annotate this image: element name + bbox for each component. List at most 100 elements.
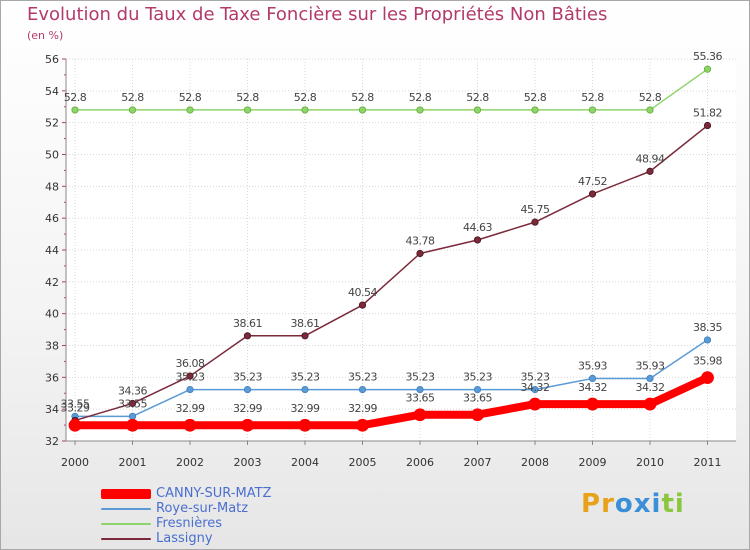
y-tick-label: 50 bbox=[45, 149, 59, 162]
y-tick-label: 52 bbox=[45, 117, 59, 130]
data-point-roye bbox=[128, 412, 137, 420]
data-label-lassigny: 43.78 bbox=[406, 235, 435, 248]
logo-letter: o bbox=[614, 489, 634, 519]
data-point-lassigny bbox=[186, 372, 194, 380]
data-point-lassigny bbox=[128, 399, 137, 408]
y-tick-label: 36 bbox=[45, 371, 59, 384]
data-label-lassigny: 40.54 bbox=[348, 286, 377, 299]
y-tick-label: 48 bbox=[45, 180, 59, 193]
series-line-lassigny bbox=[74, 124, 709, 422]
x-tick-label: 2003 bbox=[234, 456, 262, 469]
data-point-fresnieres bbox=[473, 106, 482, 114]
data-label-fresnieres: 52.8 bbox=[581, 91, 604, 104]
data-point-roye bbox=[473, 385, 482, 394]
chart-title: Evolution du Taux de Taxe Foncière sur l… bbox=[27, 4, 608, 25]
x-tick-label: 2004 bbox=[291, 456, 319, 469]
legend-swatch-lassigny bbox=[101, 537, 151, 540]
data-label-roye: 35.23 bbox=[348, 371, 377, 384]
proxiti-logo: Proxiti bbox=[581, 489, 685, 519]
data-point-roye bbox=[531, 385, 539, 394]
data-label-roye: 35.93 bbox=[636, 359, 665, 372]
data-label-canny: 35.98 bbox=[693, 355, 722, 368]
y-axis-unit-label: (en %) bbox=[27, 29, 64, 42]
y-tick-label: 32 bbox=[45, 435, 59, 448]
data-label-lassigny: 33.29 bbox=[61, 401, 90, 414]
legend-swatch-canny bbox=[101, 488, 151, 499]
data-label-lassigny: 48.94 bbox=[636, 152, 665, 165]
x-tick-label: 2002 bbox=[176, 456, 204, 469]
data-point-canny bbox=[298, 418, 312, 432]
data-label-canny: 32.99 bbox=[176, 402, 205, 415]
data-label-roye: 38.35 bbox=[693, 321, 722, 334]
x-tick-label: 2011 bbox=[694, 456, 722, 469]
data-point-roye bbox=[186, 385, 194, 394]
logo-letter: i bbox=[674, 489, 685, 519]
series-line-fresnieres bbox=[74, 68, 709, 111]
data-point-lassigny bbox=[243, 332, 252, 340]
logo-letter: t bbox=[661, 489, 675, 519]
data-label-fresnieres: 52.8 bbox=[179, 91, 202, 104]
data-point-roye bbox=[416, 385, 424, 394]
legend-item-lassigny: Lassigny bbox=[101, 531, 213, 546]
y-tick-label: 56 bbox=[45, 53, 59, 66]
data-point-canny bbox=[241, 418, 254, 432]
data-point-canny bbox=[643, 397, 657, 411]
data-label-canny: 32.99 bbox=[233, 402, 262, 415]
legend-label-fresnieres: Fresnières bbox=[156, 516, 223, 531]
x-tick-label: 2006 bbox=[406, 456, 434, 469]
data-point-roye bbox=[646, 374, 654, 383]
data-point-lassigny bbox=[646, 167, 654, 175]
x-tick-label: 2010 bbox=[636, 456, 664, 469]
data-point-lassigny bbox=[301, 332, 309, 340]
data-point-fresnieres bbox=[128, 106, 137, 114]
x-tick-label: 2009 bbox=[579, 456, 607, 469]
x-tick-label: 2005 bbox=[349, 456, 377, 469]
data-label-lassigny: 38.61 bbox=[291, 317, 320, 330]
y-tick-label: 40 bbox=[45, 308, 59, 321]
data-point-canny bbox=[68, 418, 82, 432]
legend-swatch-roye bbox=[101, 507, 151, 510]
data-point-fresnieres bbox=[358, 106, 367, 114]
legend-swatch-fresnieres bbox=[101, 522, 151, 525]
logo-letter: i bbox=[651, 489, 662, 519]
y-tick-label: 38 bbox=[45, 340, 59, 353]
data-point-canny bbox=[413, 408, 427, 422]
data-label-canny: 34.32 bbox=[636, 381, 665, 394]
data-point-canny bbox=[528, 397, 542, 411]
x-tick-label: 2008 bbox=[521, 456, 549, 469]
data-label-fresnieres: 55.36 bbox=[693, 50, 722, 63]
data-label-roye: 35.23 bbox=[176, 371, 205, 384]
data-point-lassigny bbox=[588, 190, 597, 198]
data-point-fresnieres bbox=[588, 106, 597, 114]
y-tick-label: 44 bbox=[45, 244, 59, 257]
y-tick-label: 54 bbox=[45, 85, 59, 98]
data-label-lassigny: 47.52 bbox=[578, 175, 607, 188]
data-point-roye bbox=[301, 385, 309, 394]
data-point-fresnieres bbox=[703, 65, 712, 73]
legend-label-canny: CANNY-SUR-MATZ bbox=[156, 486, 272, 501]
data-point-roye bbox=[703, 336, 712, 344]
logo-letter: x bbox=[633, 489, 652, 519]
data-point-fresnieres bbox=[71, 106, 79, 114]
data-label-lassigny: 44.63 bbox=[463, 221, 492, 234]
data-label-roye: 35.23 bbox=[521, 371, 550, 384]
data-label-fresnieres: 52.8 bbox=[64, 91, 87, 104]
data-label-roye: 35.23 bbox=[233, 371, 262, 384]
data-point-canny bbox=[126, 418, 139, 432]
data-point-fresnieres bbox=[646, 106, 654, 114]
data-label-fresnieres: 52.8 bbox=[351, 91, 374, 104]
data-point-roye bbox=[358, 385, 367, 394]
data-label-canny: 33.65 bbox=[406, 392, 435, 405]
x-tick-label: 2001 bbox=[119, 456, 147, 469]
data-point-lassigny bbox=[416, 249, 424, 258]
data-point-lassigny bbox=[531, 218, 539, 226]
y-tick-label: 42 bbox=[45, 276, 59, 289]
data-label-fresnieres: 52.8 bbox=[121, 91, 144, 104]
data-label-roye: 35.23 bbox=[463, 371, 492, 384]
data-label-fresnieres: 52.8 bbox=[639, 91, 662, 104]
data-label-lassigny: 36.08 bbox=[176, 357, 205, 370]
data-label-roye: 35.93 bbox=[578, 359, 607, 372]
data-point-lassigny bbox=[703, 121, 712, 130]
data-label-fresnieres: 52.8 bbox=[466, 91, 489, 104]
